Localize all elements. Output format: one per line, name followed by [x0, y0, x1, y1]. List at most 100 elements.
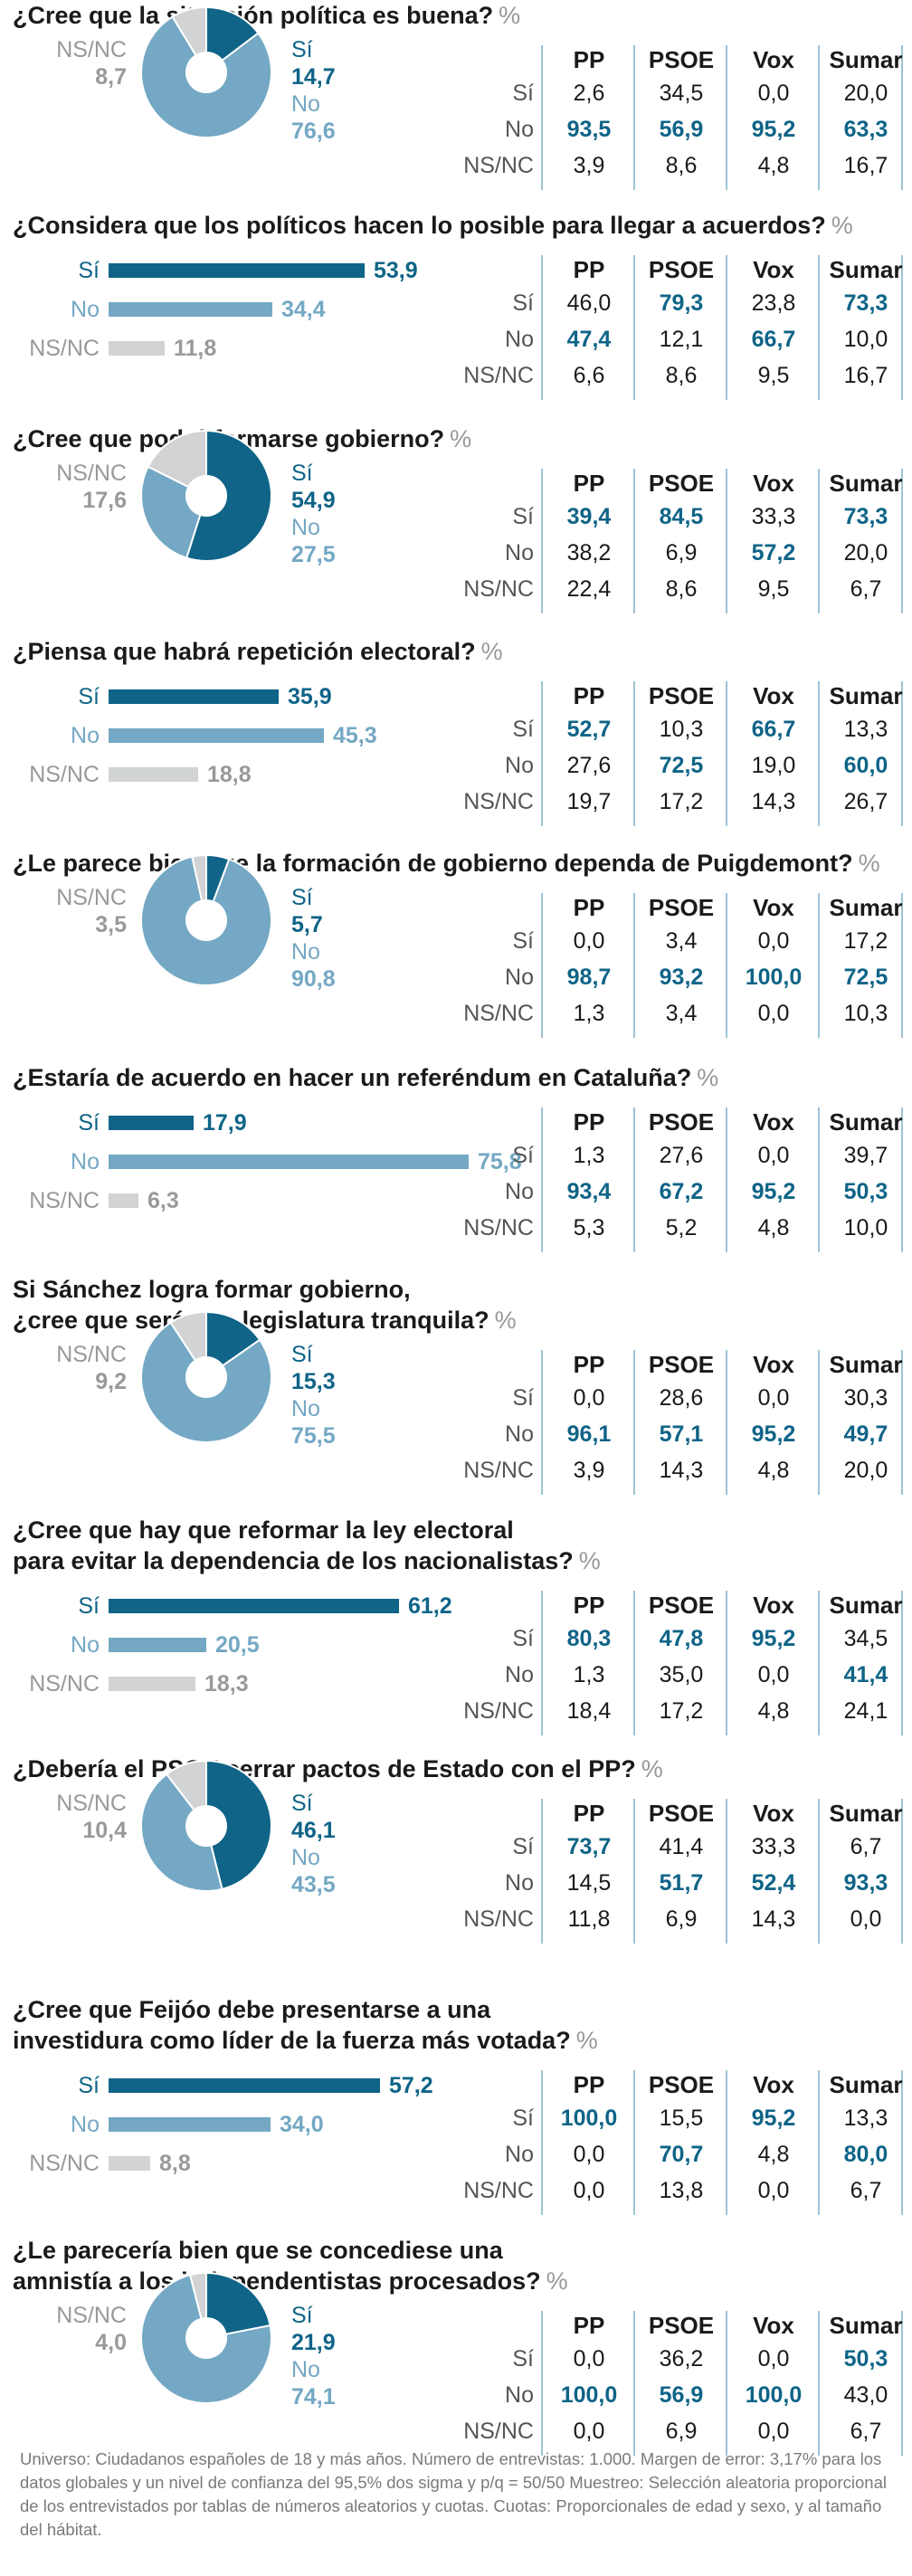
column-header-sumar: Sumar — [829, 894, 903, 921]
table-cell: 36,2 — [659, 2346, 704, 2372]
table-cell: 47,8 — [659, 1626, 704, 1651]
table-cell: 72,5 — [843, 965, 888, 990]
row-label-nsnc: NS/NC — [463, 2178, 534, 2203]
table-cell: 23,8 — [751, 290, 796, 316]
table-cell: 70,7 — [659, 2142, 704, 2167]
question-title: ¿Cree que hay que reformar la ley electo… — [13, 1515, 601, 1576]
answer-name: NS/NC — [56, 885, 127, 910]
column-divider — [633, 2070, 635, 2215]
table-cell: 30,3 — [843, 1385, 888, 1411]
row-label-no: No — [505, 2142, 534, 2167]
answer-name: No — [291, 91, 320, 117]
table-cell: 73,7 — [566, 1834, 612, 1859]
column-header-vox: Vox — [753, 256, 794, 283]
row-label-no: No — [505, 1179, 534, 1204]
bar-value-no: 20,5 — [215, 1632, 260, 1658]
percent-unit: % — [697, 1064, 719, 1091]
question-title: ¿Estaría de acuerdo en hacer un referénd… — [13, 1062, 718, 1093]
question-title-line: ¿Le parecería bien que se concediese una — [13, 2235, 568, 2266]
column-header-sumar: Sumar — [829, 2071, 903, 2098]
column-divider — [818, 1591, 820, 1735]
table-cell: 38,2 — [566, 540, 612, 566]
question-title-line: ¿Estaría de acuerdo en hacer un referénd… — [13, 1062, 718, 1093]
bar-value-nsnc: 18,3 — [204, 1671, 249, 1697]
party-breakdown-table: PP PSOE Vox Sumar Sí 0,0 3,4 0,0 17,2 No 98,7 93,2 1… — [443, 893, 903, 1038]
bar-value-no: 34,4 — [281, 297, 326, 322]
column-header-sumar: Sumar — [829, 2312, 903, 2339]
table-cell: 33,3 — [751, 1834, 796, 1859]
column-divider — [901, 1591, 903, 1735]
answer-label-si: Sí 5,7 — [291, 884, 323, 938]
party-breakdown-table: PP PSOE Vox Sumar Sí 100,0 15,5 95,2 13,3 No 0,0 70… — [443, 2070, 903, 2215]
column-header-vox: Vox — [753, 1351, 794, 1378]
column-divider — [541, 893, 543, 1038]
table-cell: 13,3 — [843, 2105, 888, 2131]
table-cell: 3,9 — [573, 1458, 605, 1483]
column-divider — [901, 893, 903, 1038]
table-cell: 67,2 — [659, 1179, 704, 1204]
answer-value: 9,2 — [95, 1369, 127, 1394]
column-divider — [901, 1350, 903, 1495]
row-label-si: Sí — [512, 504, 534, 529]
row-label-si: Sí — [512, 1143, 534, 1168]
question-title: ¿Le parece bien que la formación de gobi… — [13, 848, 880, 879]
table-cell: 13,3 — [843, 717, 888, 742]
answer-name: NS/NC — [56, 1342, 127, 1367]
table-cell: 4,8 — [757, 2142, 790, 2167]
table-cell: 50,3 — [843, 2346, 888, 2372]
column-divider — [901, 1107, 903, 1252]
table-cell: 93,5 — [566, 117, 612, 142]
question-text: ¿Cree que hay que reformar la ley electo… — [13, 1516, 514, 1544]
row-label-si: Sí — [512, 81, 534, 106]
percent-unit: % — [450, 425, 472, 452]
donut-slice-nsnc — [191, 853, 207, 902]
party-breakdown-table: PP PSOE Vox Sumar Sí 0,0 28,6 0,0 30,3 No 96,1 57,1… — [443, 1350, 903, 1495]
table-cell: 2,6 — [573, 81, 605, 106]
donut-slice-si — [185, 429, 272, 562]
table-cell: 57,1 — [659, 1421, 704, 1447]
bar-value-si: 35,9 — [288, 684, 332, 709]
percent-unit: % — [499, 2, 521, 29]
party-breakdown-table: PP PSOE Vox Sumar Sí 2,6 34,5 0,0 20,0 No 93,5 56,9… — [443, 45, 903, 190]
row-label-si: Sí — [512, 290, 534, 316]
answer-name: Sí — [78, 1593, 100, 1619]
table-cell: 0,0 — [757, 2419, 790, 2444]
answer-name: Sí — [78, 258, 100, 283]
answer-name: No — [71, 723, 100, 748]
table-cell: 0,0 — [573, 928, 605, 954]
row-label-no: No — [505, 965, 534, 990]
methodology-footnote: Universo: Ciudadanos españoles de 18 y m… — [20, 2449, 887, 2539]
answer-label-no: No 27,5 — [291, 514, 336, 568]
answer-value: 5,7 — [291, 912, 323, 937]
column-divider — [633, 1799, 635, 1944]
answer-label-nsnc: NS/NC 3,5 — [41, 884, 127, 938]
table-cell: 0,0 — [850, 1906, 882, 1932]
column-divider — [541, 2070, 543, 2215]
table-cell: 15,5 — [659, 2105, 704, 2131]
table-cell: 93,4 — [566, 1179, 612, 1204]
donut-slice-si — [205, 5, 260, 62]
column-divider — [726, 45, 727, 190]
donut-chart — [140, 2271, 272, 2404]
table-cell: 6,9 — [665, 540, 698, 566]
answer-name: NS/NC — [29, 1671, 100, 1697]
row-label-si: Sí — [512, 1385, 534, 1411]
percent-unit: % — [546, 2267, 568, 2295]
question-text: ¿Debería el PSOE cerrar pactos de Estado… — [13, 1755, 636, 1782]
bar-value-nsnc: 18,8 — [207, 762, 252, 787]
column-header-pp: PP — [573, 2312, 605, 2339]
table-cell: 52,4 — [751, 1870, 796, 1896]
table-cell: 18,4 — [566, 1698, 612, 1724]
answer-name: No — [291, 515, 320, 540]
question-text: investidura como líder de la fuerza más … — [13, 2027, 571, 2054]
column-divider — [901, 45, 903, 190]
row-label-nsnc: NS/NC — [463, 363, 534, 388]
question-title-line: investidura como líder de la fuerza más … — [13, 2025, 598, 2056]
column-divider — [633, 1591, 635, 1735]
answer-label-si: Sí 15,3 — [291, 1341, 336, 1395]
answer-name: NS/NC — [29, 2151, 100, 2176]
donut-slice-no — [140, 465, 202, 559]
